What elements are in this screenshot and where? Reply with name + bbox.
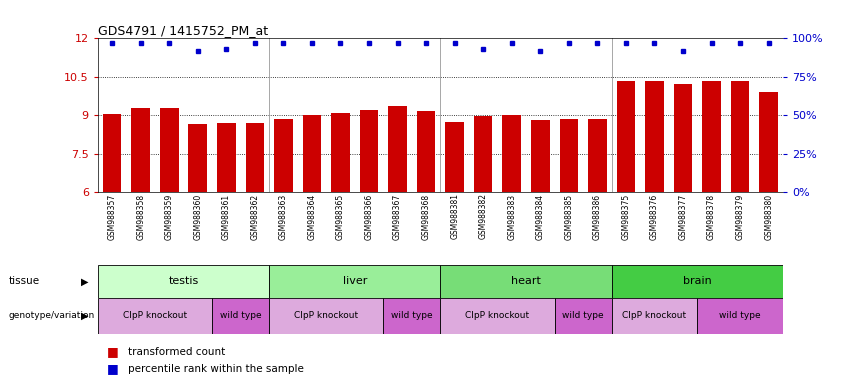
- Text: ClpP knockout: ClpP knockout: [622, 311, 687, 320]
- Bar: [645, 81, 664, 192]
- Text: transformed count: transformed count: [128, 346, 225, 357]
- Bar: [555, 298, 612, 334]
- Text: wild type: wild type: [563, 311, 604, 320]
- Bar: [269, 265, 441, 298]
- Text: heart: heart: [511, 276, 541, 286]
- Text: wild type: wild type: [391, 311, 432, 320]
- Bar: [417, 111, 436, 192]
- Bar: [759, 92, 778, 192]
- Bar: [246, 123, 264, 192]
- Text: wild type: wild type: [220, 311, 261, 320]
- Bar: [217, 123, 236, 192]
- Bar: [560, 119, 578, 192]
- Text: percentile rank within the sample: percentile rank within the sample: [128, 364, 304, 374]
- Text: ClpP knockout: ClpP knockout: [294, 311, 358, 320]
- Bar: [212, 298, 269, 334]
- Text: ■: ■: [106, 345, 118, 358]
- Text: GDS4791 / 1415752_PM_at: GDS4791 / 1415752_PM_at: [98, 24, 268, 37]
- Bar: [441, 265, 612, 298]
- Bar: [269, 298, 383, 334]
- Bar: [617, 81, 635, 192]
- Bar: [274, 119, 293, 192]
- Bar: [697, 298, 783, 334]
- Bar: [502, 115, 521, 192]
- Text: ▶: ▶: [81, 276, 89, 286]
- Text: ▶: ▶: [81, 311, 89, 321]
- Bar: [588, 119, 607, 192]
- Text: liver: liver: [343, 276, 367, 286]
- Bar: [674, 84, 693, 192]
- Bar: [188, 124, 207, 192]
- Bar: [131, 108, 150, 192]
- Bar: [98, 265, 269, 298]
- Text: ■: ■: [106, 362, 118, 376]
- Bar: [702, 81, 721, 192]
- Bar: [731, 81, 750, 192]
- Bar: [441, 298, 555, 334]
- Bar: [383, 298, 441, 334]
- Bar: [160, 108, 179, 192]
- Bar: [445, 122, 464, 192]
- Text: tissue: tissue: [9, 276, 40, 286]
- Text: testis: testis: [168, 276, 198, 286]
- Text: brain: brain: [683, 276, 711, 286]
- Bar: [531, 120, 550, 192]
- Bar: [360, 110, 379, 192]
- Text: genotype/variation: genotype/variation: [9, 311, 94, 320]
- Bar: [612, 298, 697, 334]
- Bar: [474, 116, 493, 192]
- Bar: [98, 298, 212, 334]
- Text: ClpP knockout: ClpP knockout: [465, 311, 529, 320]
- Bar: [303, 115, 321, 192]
- Bar: [103, 114, 122, 192]
- Text: wild type: wild type: [719, 311, 761, 320]
- Text: ClpP knockout: ClpP knockout: [123, 311, 187, 320]
- Bar: [612, 265, 783, 298]
- Bar: [388, 106, 407, 192]
- Bar: [331, 113, 350, 192]
